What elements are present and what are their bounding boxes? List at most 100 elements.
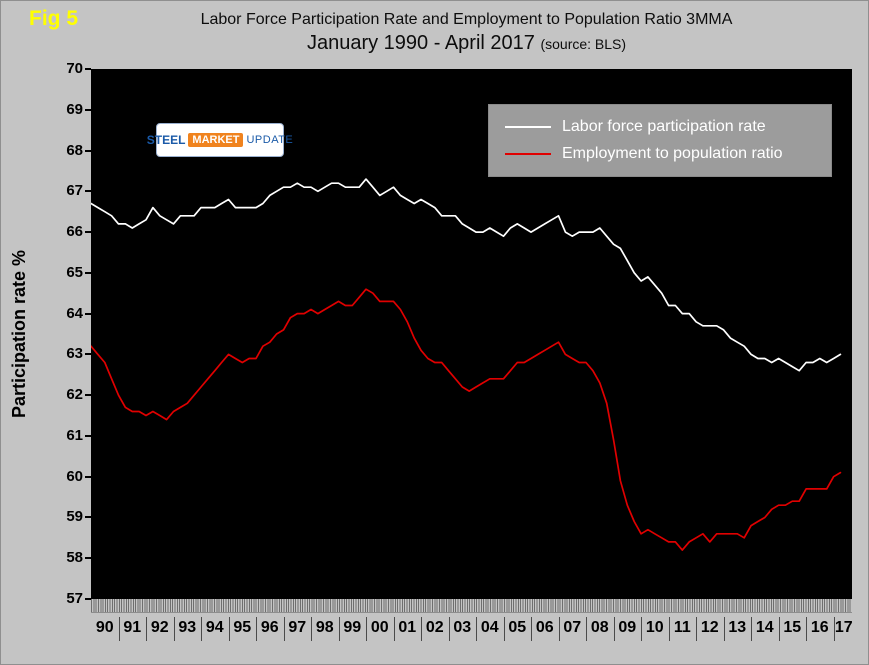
x-tick-label: 96: [260, 619, 279, 636]
y-tick-label: 70: [66, 60, 83, 77]
x-tick-label: 98: [315, 619, 334, 636]
x-tick-separator: [668, 617, 670, 641]
x-tick-separator: [201, 617, 202, 641]
y-tick-mark: [85, 394, 91, 397]
x-tick-label: 17: [834, 619, 853, 636]
legend-item: Labor force participation rate: [505, 118, 815, 136]
plot-series-lines: [91, 178, 842, 551]
x-tick-label: 93: [178, 619, 197, 636]
x-tick-separator: [448, 617, 450, 641]
chart-subtitle-row: January 1990 - April 2017 (source: BLS): [71, 32, 862, 55]
x-tick-label: 16: [810, 619, 829, 636]
x-tick-label: 13: [728, 619, 747, 636]
x-tick-label: 94: [205, 619, 224, 636]
y-tick-mark: [85, 149, 91, 152]
y-tick-mark: [85, 475, 91, 478]
y-tick-label: 61: [66, 426, 83, 444]
x-tick-separator: [558, 617, 560, 641]
x-tick-separator: [173, 617, 175, 641]
legend-line-sample-lfpr: [505, 126, 551, 128]
logo-word-market: MARKET: [188, 133, 244, 147]
x-tick-separator: [641, 617, 643, 641]
x-tick-label: 05: [508, 619, 527, 636]
y-axis-title: Participation rate %: [9, 249, 29, 419]
legend-label-epop: Employment to population ratio: [562, 145, 783, 162]
x-tick-separator: [751, 617, 753, 641]
y-tick-mark: [85, 434, 91, 437]
legend-item: Employment to population ratio: [505, 145, 815, 163]
x-tick-separator: [146, 617, 147, 641]
x-tick-separator: [256, 617, 258, 641]
figure-label: Fig 5: [29, 7, 79, 30]
x-tick-separator: [613, 617, 615, 641]
x-tick-label: 06: [535, 619, 554, 636]
y-tick-mark: [85, 190, 91, 193]
steel-market-update-logo: STEEL MARKET UPDATE: [147, 123, 293, 157]
x-tick-separator: [476, 617, 478, 641]
month-tick-ruler: [91, 599, 852, 613]
y-tick-label: 69: [66, 100, 83, 118]
x-tick-label: 02: [425, 619, 444, 636]
y-tick-label: 65: [66, 263, 83, 281]
x-tick-separator: [421, 617, 423, 641]
y-tick-label: 68: [66, 141, 83, 159]
y-tick-mark: [85, 598, 91, 600]
y-tick-label: 62: [66, 386, 83, 404]
y-tick-label: 63: [66, 345, 83, 363]
y-tick-mark: [85, 353, 91, 356]
x-tick-separator: [778, 617, 780, 641]
y-tick-mark: [85, 557, 91, 560]
logo-word-update: UPDATE: [246, 134, 294, 146]
y-tick-label: 60: [66, 467, 83, 485]
y-tick-mark: [85, 68, 91, 70]
x-tick-label: 15: [783, 619, 802, 636]
y-tick-mark: [85, 108, 91, 111]
x-tick-separator: [366, 617, 368, 641]
x-tick-label: 01: [398, 619, 417, 636]
y-tick-label: 59: [66, 508, 83, 526]
legend: Labor force participation rate Employmen…: [488, 104, 832, 177]
x-tick-label: 07: [563, 619, 582, 636]
x-tick-separator: [283, 617, 285, 641]
y-tick-label: 57: [66, 590, 83, 607]
x-tick-separator: [586, 617, 588, 641]
y-tick-mark: [85, 231, 91, 234]
x-tick-label: 04: [480, 619, 499, 636]
x-tick-label: 97: [288, 619, 307, 636]
x-tick-label: 00: [370, 619, 389, 636]
chart-title: Labor Force Participation Rate and Emplo…: [200, 11, 733, 28]
x-tick-separator: [696, 617, 698, 641]
x-tick-separator: [723, 617, 725, 641]
x-tick-label: 92: [150, 619, 169, 636]
x-tick-label: 11: [673, 619, 691, 636]
y-tick-mark: [85, 271, 91, 274]
x-tick-separator: [228, 617, 230, 641]
x-tick-separator: [806, 617, 808, 641]
source-note: (source: BLS): [540, 36, 627, 52]
x-tick-separator: [531, 617, 533, 641]
x-tick-label: 91: [123, 619, 142, 636]
x-tick-separator: [118, 617, 120, 641]
x-tick-separator: [311, 617, 313, 641]
x-tick-separator: [503, 617, 505, 641]
x-tick-separator: [338, 617, 340, 641]
y-tick-label: 66: [66, 223, 83, 241]
x-tick-separator: [833, 617, 835, 641]
y-tick-label: 67: [66, 182, 83, 200]
y-tick-mark: [85, 516, 91, 519]
chart-subtitle: January 1990 - April 2017: [306, 32, 535, 54]
x-tick-label: 10: [645, 619, 664, 636]
x-tick-label: 09: [618, 619, 637, 636]
y-tick-label: 58: [66, 549, 83, 567]
legend-line-sample-epop: [505, 153, 551, 155]
x-tick-label: 14: [755, 619, 774, 636]
logo-word-steel: STEEL: [146, 133, 186, 147]
y-tick-label: 64: [66, 304, 83, 322]
legend-label-lfpr: Labor force participation rate: [562, 118, 766, 135]
x-tick-label: 95: [233, 619, 252, 636]
x-tick-label: 12: [700, 619, 719, 636]
x-tick-label: 03: [453, 619, 472, 636]
x-tick-separator: [393, 617, 395, 641]
x-tick-label: 08: [590, 619, 609, 636]
